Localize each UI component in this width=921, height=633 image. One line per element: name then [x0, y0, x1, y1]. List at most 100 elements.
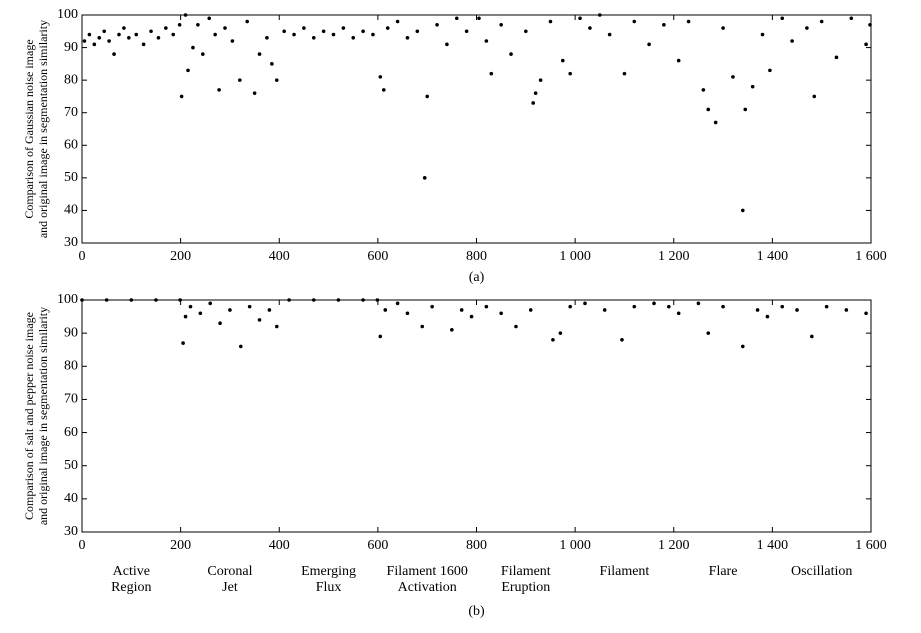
y-axis-label: and original image in segmentation simil…	[36, 20, 50, 238]
point	[740, 208, 745, 213]
point	[805, 26, 809, 30]
point	[706, 331, 711, 335]
point	[80, 298, 84, 302]
point	[533, 91, 538, 95]
point	[191, 45, 195, 50]
point	[375, 298, 380, 302]
panel-label: (a)	[469, 270, 485, 285]
point	[292, 32, 296, 37]
panel-label: (b)	[468, 604, 485, 619]
y-tick-label: 40	[64, 203, 78, 218]
point	[311, 298, 316, 302]
point	[92, 42, 97, 47]
point	[274, 324, 279, 329]
point	[178, 298, 182, 302]
plot-frame	[81, 299, 872, 533]
y-tick-label: 70	[64, 392, 78, 407]
point	[238, 344, 243, 349]
point	[149, 29, 153, 34]
point	[183, 314, 188, 319]
point	[713, 120, 718, 125]
y-axis-label: and original image in segmentation simil…	[36, 307, 50, 525]
point	[179, 94, 184, 99]
x-tick-label: 1 000	[559, 538, 591, 553]
x-tick-label: 800	[466, 249, 487, 264]
point	[257, 52, 262, 56]
point	[568, 71, 572, 76]
point	[484, 304, 489, 309]
point	[531, 101, 536, 105]
x-tick-label: 0	[79, 249, 86, 264]
point	[676, 58, 681, 63]
point	[267, 308, 272, 312]
segment-label: Activation	[398, 580, 457, 595]
point	[560, 58, 565, 63]
point	[647, 42, 651, 47]
point	[795, 308, 799, 312]
point	[548, 19, 553, 24]
point	[395, 19, 400, 24]
point	[514, 324, 518, 329]
point	[385, 26, 390, 30]
point	[528, 308, 533, 312]
point	[183, 13, 188, 17]
point	[112, 52, 116, 56]
point	[868, 22, 872, 27]
point	[405, 36, 410, 40]
point	[810, 334, 814, 339]
point	[812, 94, 817, 99]
point	[538, 78, 543, 82]
point	[477, 16, 481, 21]
y-tick-label: 60	[64, 425, 78, 440]
segment-label: Emerging	[301, 564, 356, 579]
point	[395, 301, 400, 306]
y-tick-label: 70	[64, 105, 78, 120]
point	[230, 39, 235, 43]
point	[361, 29, 365, 34]
point	[568, 304, 572, 309]
point	[454, 16, 459, 21]
x-tick-label: 1 600	[855, 538, 887, 553]
point	[252, 91, 257, 95]
y-tick-label: 80	[64, 359, 78, 374]
point	[558, 331, 563, 335]
segment-label: Flare	[709, 564, 738, 579]
point	[499, 22, 503, 27]
point	[127, 36, 131, 40]
y-tick-label: 80	[64, 72, 78, 87]
point	[122, 26, 126, 30]
point	[228, 308, 232, 312]
segment-label: Filament	[501, 564, 551, 579]
point	[207, 16, 212, 21]
point	[780, 304, 785, 309]
point	[383, 308, 388, 312]
point	[361, 298, 365, 302]
point	[186, 68, 190, 73]
point	[213, 32, 217, 37]
point	[489, 71, 494, 76]
y-tick-label: 40	[64, 491, 78, 506]
point	[696, 301, 701, 306]
point	[218, 321, 222, 326]
point	[164, 26, 168, 30]
point	[282, 29, 286, 34]
segment-label: Filament 1600	[387, 564, 468, 579]
point	[824, 304, 829, 309]
point	[620, 337, 624, 342]
point	[469, 314, 474, 319]
segment-label: Jet	[222, 580, 238, 595]
point	[459, 308, 464, 312]
x-tick-label: 1 200	[658, 249, 690, 264]
x-tick-label: 1 000	[559, 249, 591, 264]
point	[632, 19, 637, 24]
point	[107, 39, 111, 43]
point	[551, 337, 555, 342]
segment-label: Filament	[600, 564, 650, 579]
point	[484, 39, 489, 43]
x-tick-label: 200	[170, 538, 191, 553]
x-tick-label: 1 400	[757, 249, 789, 264]
x-tick-label: 1 400	[757, 538, 789, 553]
point	[632, 304, 637, 309]
point	[351, 36, 356, 40]
point	[445, 42, 449, 47]
